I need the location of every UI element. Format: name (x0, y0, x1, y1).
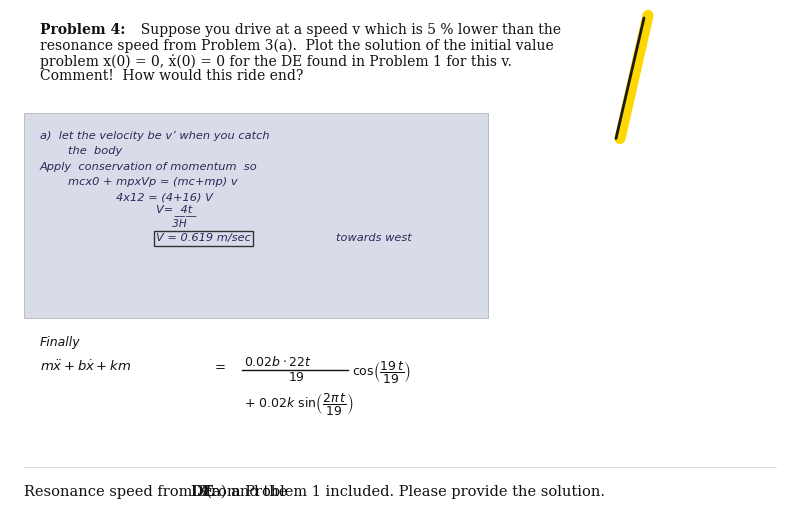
Text: $\cos\!\left(\dfrac{19\,t}{19}\right)$: $\cos\!\left(\dfrac{19\,t}{19}\right)$ (352, 359, 411, 385)
Text: resonance speed from Problem 3(a).  Plot the solution of the initial value: resonance speed from Problem 3(a). Plot … (40, 38, 554, 53)
Text: $+ \ 0.02k \ \sin\!\left(\dfrac{2\pi\,t}{19}\right)$: $+ \ 0.02k \ \sin\!\left(\dfrac{2\pi\,t}… (244, 391, 354, 417)
Text: $19$: $19$ (288, 371, 305, 384)
Text: Suppose you drive at a speed v which is 5 % lower than the: Suppose you drive at a speed v which is … (132, 23, 561, 37)
Text: Comment!  How would this ride end?: Comment! How would this ride end? (40, 69, 303, 83)
Text: Resonance speed from 3(a) and the: Resonance speed from 3(a) and the (24, 485, 292, 499)
Text: ——: —— (156, 211, 197, 221)
Text: $m\ddot{x} + b\dot{x} + km$: $m\ddot{x} + b\dot{x} + km$ (40, 359, 131, 374)
Text: mcx0 + mpxVp = (mc+mp) v: mcx0 + mpxVp = (mc+mp) v (68, 177, 238, 187)
FancyBboxPatch shape (24, 113, 488, 318)
Text: Problem 4:: Problem 4: (40, 23, 126, 37)
Text: towards west: towards west (336, 233, 412, 243)
Text: 4x12 = (4+16) V: 4x12 = (4+16) V (116, 192, 213, 202)
Text: Apply  conservation of momentum  so: Apply conservation of momentum so (40, 162, 258, 171)
Text: $0.02b \cdot 22t$: $0.02b \cdot 22t$ (244, 355, 312, 369)
Text: V=  4t: V= 4t (156, 205, 192, 215)
Text: DE: DE (190, 485, 214, 499)
Text: a)  let the velocity be v’ when you catch: a) let the velocity be v’ when you catch (40, 131, 270, 141)
Text: $=$: $=$ (212, 359, 226, 372)
Text: problem x(0) = 0, ẋ(0) = 0 for the DE found in Problem 1 for this v.: problem x(0) = 0, ẋ(0) = 0 for the DE f… (40, 54, 512, 69)
Text: V = 0.619 m/sec: V = 0.619 m/sec (156, 233, 251, 243)
Text: from Problem 1 included. Please provide the solution.: from Problem 1 included. Please provide … (201, 485, 605, 499)
Text: Finally: Finally (40, 336, 81, 349)
Text: 3H: 3H (156, 219, 186, 228)
Text: the  body: the body (68, 146, 122, 156)
